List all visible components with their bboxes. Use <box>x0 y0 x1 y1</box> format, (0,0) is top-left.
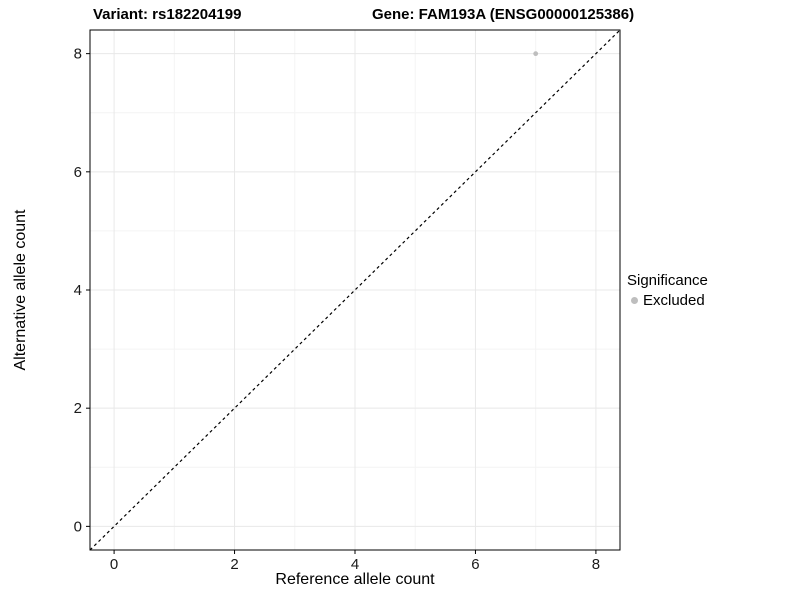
legend: Significance Excluded <box>627 272 708 309</box>
legend-label: Excluded <box>643 292 705 309</box>
y-axis-title: Alternative allele count <box>12 209 29 371</box>
legend-entry: Excluded <box>627 292 708 309</box>
data-point <box>533 51 539 57</box>
x-tick-label: 8 <box>592 556 600 573</box>
x-tick-label: 4 <box>351 556 359 573</box>
x-tick-label: 2 <box>230 556 238 573</box>
legend-point-icon <box>631 297 638 304</box>
y-tick-label: 8 <box>74 46 82 63</box>
x-tick-label: 0 <box>110 556 118 573</box>
plot-title-variant: Variant: rs182204199 <box>93 6 242 23</box>
y-tick-label: 2 <box>74 400 82 417</box>
x-tick-label: 6 <box>471 556 479 573</box>
x-axis-title: Reference allele count <box>275 571 435 588</box>
y-tick-label: 6 <box>74 164 82 181</box>
y-tick-label: 4 <box>74 282 82 299</box>
legend-title: Significance <box>627 272 708 289</box>
identity-line <box>89 29 621 551</box>
plot-title-gene: Gene: FAM193A (ENSG00000125386) <box>372 6 635 23</box>
y-tick-label: 0 <box>74 518 82 535</box>
